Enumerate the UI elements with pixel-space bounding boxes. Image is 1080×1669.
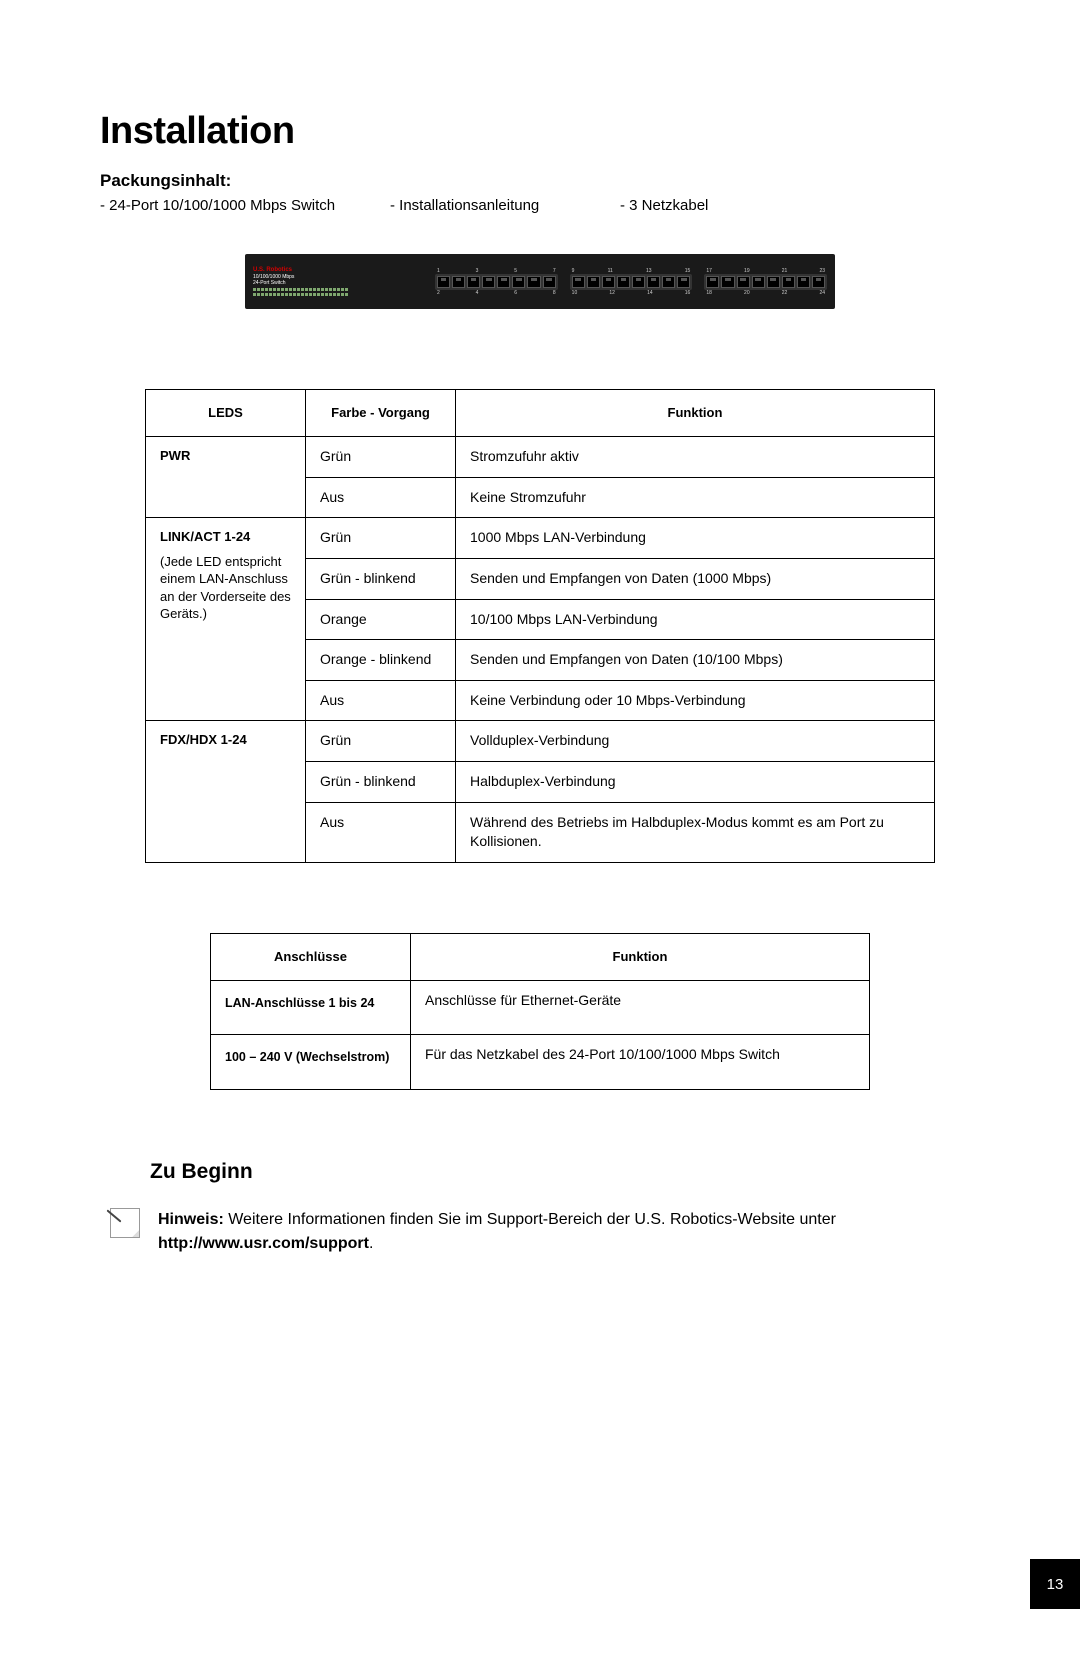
note-text-2: . bbox=[369, 1235, 373, 1252]
led-func-cell: Während des Betriebs im Halbduplex-Modus… bbox=[456, 802, 935, 862]
led-func-cell: Senden und Empfangen von Daten (10/100 M… bbox=[456, 640, 935, 681]
led-color-cell: Orange bbox=[306, 599, 456, 640]
led-color-cell: Aus bbox=[306, 680, 456, 721]
table-row: FDX/HDX 1-24GrünVollduplex-Verbindung bbox=[146, 721, 935, 762]
th-leds: LEDS bbox=[146, 390, 306, 437]
led-func-cell: 10/100 Mbps LAN-Verbindung bbox=[456, 599, 935, 640]
table-row: LINK/ACT 1-24(Jede LED entspricht einem … bbox=[146, 518, 935, 559]
th-anschluesse: Anschlüsse bbox=[211, 933, 411, 980]
page-number: 13 bbox=[1030, 1559, 1080, 1609]
begin-heading: Zu Beginn bbox=[150, 1160, 980, 1184]
product-brand: U.S. Robotics bbox=[253, 267, 427, 274]
led-color-cell: Grün bbox=[306, 721, 456, 762]
th-farbe: Farbe - Vorgang bbox=[306, 390, 456, 437]
led-label-cell: FDX/HDX 1-24 bbox=[146, 721, 306, 862]
packaging-heading: Packungsinhalt: bbox=[100, 171, 980, 191]
table-header-row: Anschlüsse Funktion bbox=[211, 933, 870, 980]
note-label: Hinweis: bbox=[158, 1211, 224, 1228]
anschluss-label-cell: 100 – 240 V (Wechselstrom) bbox=[211, 1035, 411, 1090]
table-row: LAN-Anschlüsse 1 bis 24Anschlüsse für Et… bbox=[211, 980, 870, 1035]
table-row: PWRGrünStromzufuhr aktiv bbox=[146, 437, 935, 478]
packaging-item: - 3 Netzkabel bbox=[620, 197, 708, 214]
product-label-area: U.S. Robotics 10/100/1000 Mbps 24-Port S… bbox=[245, 261, 435, 302]
product-line2: 24-Port Switch bbox=[253, 280, 427, 286]
note-url: http://www.usr.com/support bbox=[158, 1235, 369, 1252]
led-label-cell: PWR bbox=[146, 437, 306, 518]
packaging-item: - 24-Port 10/100/1000 Mbps Switch bbox=[100, 197, 390, 214]
note-text-1: Weitere Informationen finden Sie im Supp… bbox=[224, 1211, 836, 1228]
led-func-cell: Stromzufuhr aktiv bbox=[456, 437, 935, 478]
note-row: Hinweis: Weitere Informationen finden Si… bbox=[110, 1208, 980, 1256]
note-icon bbox=[110, 1208, 140, 1238]
th-funktion: Funktion bbox=[456, 390, 935, 437]
leds-table: LEDS Farbe - Vorgang Funktion PWRGrünStr… bbox=[145, 389, 935, 863]
led-indicator-grid bbox=[253, 293, 427, 296]
product-image: U.S. Robotics 10/100/1000 Mbps 24-Port S… bbox=[245, 254, 835, 309]
anschluss-table: Anschlüsse Funktion LAN-Anschlüsse 1 bis… bbox=[210, 933, 870, 1090]
led-color-cell: Grün bbox=[306, 518, 456, 559]
packaging-item: - Installationsanleitung bbox=[390, 197, 620, 214]
led-func-cell: Senden und Empfangen von Daten (1000 Mbp… bbox=[456, 558, 935, 599]
led-color-cell: Grün - blinkend bbox=[306, 761, 456, 802]
led-func-cell: 1000 Mbps LAN-Verbindung bbox=[456, 518, 935, 559]
led-color-cell: Aus bbox=[306, 477, 456, 518]
th-funktion: Funktion bbox=[411, 933, 870, 980]
led-color-cell: Grün - blinkend bbox=[306, 558, 456, 599]
led-color-cell: Grün bbox=[306, 437, 456, 478]
table-header-row: LEDS Farbe - Vorgang Funktion bbox=[146, 390, 935, 437]
led-indicator-grid bbox=[253, 288, 427, 291]
led-color-cell: Aus bbox=[306, 802, 456, 862]
note-text: Hinweis: Weitere Informationen finden Si… bbox=[158, 1208, 980, 1256]
port-groups: 135724689111315101214161719212318202224 bbox=[435, 268, 835, 296]
led-func-cell: Vollduplex-Verbindung bbox=[456, 721, 935, 762]
led-func-cell: Keine Verbindung oder 10 Mbps-Verbindung bbox=[456, 680, 935, 721]
led-func-cell: Keine Stromzufuhr bbox=[456, 477, 935, 518]
table-row: 100 – 240 V (Wechselstrom)Für das Netzka… bbox=[211, 1035, 870, 1090]
page-title: Installation bbox=[100, 110, 980, 153]
anschluss-label-cell: LAN-Anschlüsse 1 bis 24 bbox=[211, 980, 411, 1035]
led-label-cell: LINK/ACT 1-24(Jede LED entspricht einem … bbox=[146, 518, 306, 721]
led-func-cell: Halbduplex-Verbindung bbox=[456, 761, 935, 802]
begin-section: Zu Beginn Hinweis: Weitere Informationen… bbox=[150, 1160, 980, 1256]
led-color-cell: Orange - blinkend bbox=[306, 640, 456, 681]
packaging-items: - 24-Port 10/100/1000 Mbps Switch - Inst… bbox=[100, 197, 980, 214]
anschluss-func-cell: Anschlüsse für Ethernet-Geräte bbox=[411, 980, 870, 1035]
anschluss-func-cell: Für das Netzkabel des 24-Port 10/100/100… bbox=[411, 1035, 870, 1090]
